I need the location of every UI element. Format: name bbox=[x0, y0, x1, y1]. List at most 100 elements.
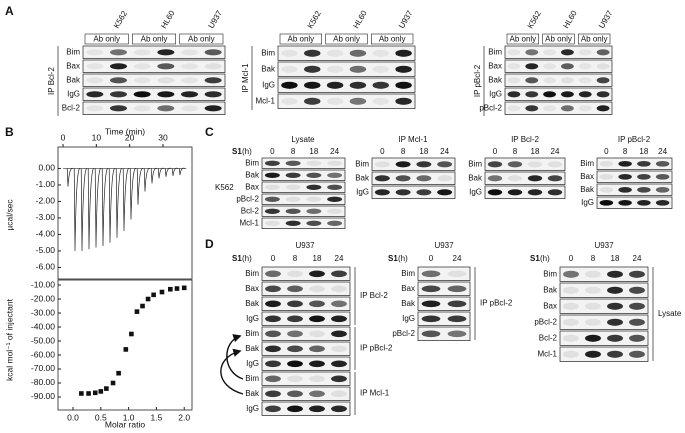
blot-strip bbox=[417, 296, 471, 311]
band bbox=[304, 65, 321, 73]
band bbox=[331, 300, 347, 308]
band bbox=[607, 350, 623, 358]
band bbox=[618, 199, 632, 206]
blot-strip bbox=[559, 330, 649, 346]
band bbox=[331, 360, 347, 368]
band bbox=[331, 270, 347, 278]
band bbox=[372, 97, 389, 105]
x-tick-label: 30 bbox=[158, 132, 168, 142]
blot-strip bbox=[261, 169, 346, 181]
row-label: Bim bbox=[245, 374, 259, 383]
ip-label: Lysate bbox=[658, 309, 682, 318]
row-label: Bim bbox=[401, 269, 415, 278]
band bbox=[421, 270, 441, 278]
blot-strip bbox=[371, 171, 456, 185]
blot-strip bbox=[559, 266, 649, 282]
band bbox=[585, 318, 601, 326]
band bbox=[133, 63, 151, 70]
band bbox=[437, 189, 453, 196]
timepoint: 18 bbox=[419, 147, 428, 156]
band bbox=[285, 172, 301, 178]
panel-label: A bbox=[5, 4, 14, 18]
band bbox=[525, 63, 539, 70]
band bbox=[578, 77, 592, 84]
blot-strip bbox=[596, 183, 673, 196]
ip-label: IP pBcl-2 bbox=[473, 64, 482, 97]
y-tick-label: -30.00 bbox=[31, 307, 55, 317]
band bbox=[543, 63, 557, 70]
y-tick-label: -80.00 bbox=[31, 377, 55, 387]
blot-strip bbox=[82, 59, 226, 73]
band bbox=[285, 196, 301, 202]
blot-strip bbox=[417, 311, 471, 326]
band bbox=[180, 77, 199, 84]
y-tick-label: -5.00 bbox=[36, 245, 56, 255]
row-label: IgG bbox=[581, 198, 594, 207]
blot-title: U937 bbox=[434, 241, 454, 250]
band bbox=[264, 160, 280, 166]
blot-strip bbox=[277, 93, 416, 109]
band bbox=[563, 318, 579, 326]
timepoint: 24 bbox=[551, 147, 560, 156]
blot-strip bbox=[596, 196, 673, 209]
y-tick-label: -60.00 bbox=[31, 349, 55, 359]
band bbox=[607, 318, 623, 326]
band bbox=[578, 91, 592, 98]
band bbox=[560, 63, 574, 70]
row-label: Bak bbox=[488, 76, 503, 85]
band bbox=[416, 189, 432, 196]
timepoint: 8 bbox=[591, 254, 596, 263]
data-point bbox=[123, 347, 129, 352]
control-box bbox=[279, 33, 322, 45]
band bbox=[86, 91, 104, 98]
row-label: Bim bbox=[245, 329, 259, 338]
ip-label: IP Bcl-2 bbox=[47, 67, 56, 95]
row-label: IgG bbox=[402, 314, 415, 323]
band bbox=[507, 105, 521, 112]
x-tick-label: 2.0 bbox=[178, 412, 190, 422]
row-label: Bak bbox=[245, 171, 260, 180]
blot-strip bbox=[596, 157, 673, 170]
blot-strip bbox=[277, 45, 416, 61]
band bbox=[507, 49, 521, 56]
band bbox=[331, 345, 347, 353]
band bbox=[306, 208, 322, 214]
band bbox=[560, 91, 574, 98]
band bbox=[281, 49, 298, 57]
band bbox=[287, 375, 303, 383]
band bbox=[447, 330, 467, 338]
control-box bbox=[132, 33, 176, 45]
band bbox=[331, 405, 347, 413]
row-label: IgG bbox=[246, 359, 259, 368]
blot-strip bbox=[82, 101, 226, 115]
band bbox=[599, 160, 614, 167]
injection-peak bbox=[129, 168, 137, 220]
band bbox=[395, 161, 411, 168]
band bbox=[265, 375, 281, 383]
band bbox=[560, 49, 574, 56]
band bbox=[599, 186, 614, 193]
band bbox=[327, 196, 343, 202]
band bbox=[374, 175, 390, 182]
band bbox=[287, 270, 303, 278]
blot-strip bbox=[559, 298, 649, 314]
band bbox=[437, 175, 453, 182]
band bbox=[326, 81, 344, 89]
band bbox=[563, 334, 579, 342]
band bbox=[265, 360, 281, 368]
blot-strip bbox=[261, 371, 351, 386]
axis-title: µcal/sec bbox=[4, 199, 14, 231]
band bbox=[285, 220, 301, 226]
band bbox=[109, 91, 128, 98]
blot-strip bbox=[261, 181, 346, 193]
blot-strip bbox=[504, 59, 613, 73]
row-label: IgG bbox=[246, 404, 259, 413]
band bbox=[395, 97, 412, 105]
band bbox=[264, 184, 280, 190]
axis-title: kcal mol⁻¹ of injectant bbox=[4, 298, 14, 381]
panel-label: D bbox=[205, 237, 214, 251]
band bbox=[86, 77, 104, 84]
band bbox=[507, 189, 523, 196]
band bbox=[133, 49, 151, 56]
band bbox=[560, 105, 574, 112]
